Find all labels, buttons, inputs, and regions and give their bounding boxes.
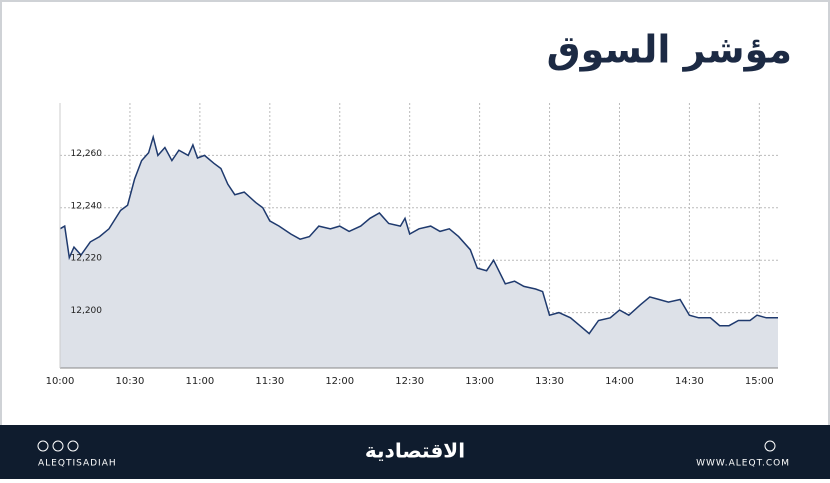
x-tick-label: 15:00 xyxy=(745,376,774,387)
footer-handle: ALEQTISADIAH xyxy=(38,459,117,469)
social-icons xyxy=(37,440,776,452)
y-tick-label: 12,200 xyxy=(71,306,103,316)
x-tick-label: 12:00 xyxy=(325,376,354,387)
x-tick-label: 12:30 xyxy=(395,376,424,387)
line xyxy=(59,134,778,335)
y-tick-label: 12,240 xyxy=(71,201,103,211)
x-tick-label: 10:30 xyxy=(116,376,145,387)
x-tick-label: 10:00 xyxy=(46,376,75,387)
plot: 10:00 10:30 11:00 11:30 12:00 12:30 13:00 13:30… xyxy=(46,103,778,387)
y-tick-label: 12,220 xyxy=(71,254,103,264)
chart-title: مؤشر السوق xyxy=(547,28,792,72)
x-tick-label: 11:30 xyxy=(255,376,284,387)
footer-brand: الاقتصادية xyxy=(365,439,465,463)
x-tick-label: 14:00 xyxy=(605,376,634,387)
x-tick-label: 14:30 xyxy=(675,376,704,387)
footer-website: WWW.ALEQT.COM xyxy=(696,459,790,469)
x-tick-label: 13:00 xyxy=(465,376,494,387)
x-tick-label: 13:30 xyxy=(535,376,564,387)
x-tick-label: 11:00 xyxy=(185,376,214,387)
y-tick-label: 12,260 xyxy=(71,149,103,159)
area xyxy=(60,137,778,368)
footer-bar xyxy=(0,425,830,479)
